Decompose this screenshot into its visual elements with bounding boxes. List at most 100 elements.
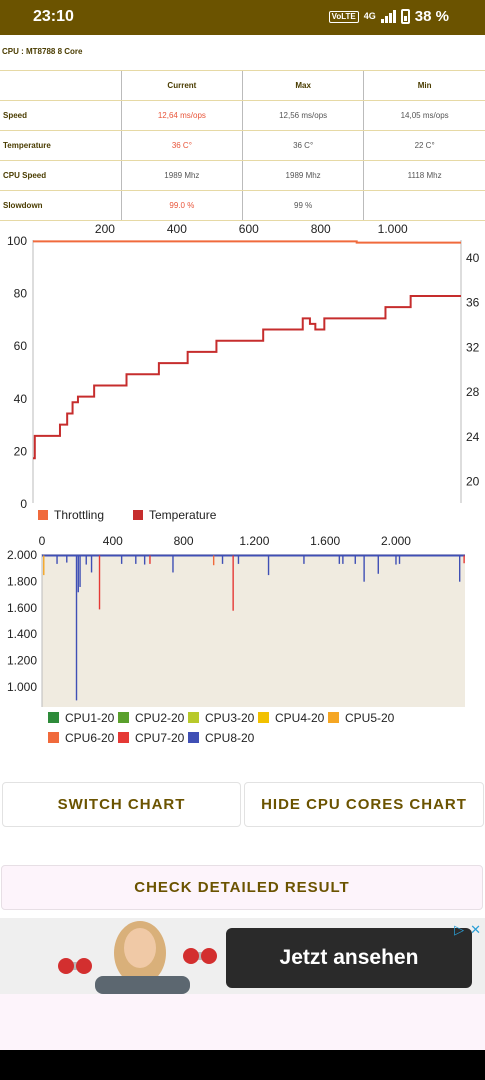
- signal-bars-icon: [380, 10, 396, 23]
- table-cell: 22 C°: [363, 130, 485, 161]
- legend-label: CPU5-20: [345, 711, 395, 725]
- y-tick-label: 1.800: [7, 574, 37, 588]
- switch-chart-button[interactable]: SWITCH CHART: [2, 782, 241, 827]
- table-cell: 14,05 ms/ops: [363, 100, 485, 131]
- x-tick-label: 200: [95, 222, 115, 236]
- status-bar: 23:10 VoLTE 4G 38 %: [0, 0, 485, 35]
- table-cell: 99.0 %: [120, 190, 243, 221]
- x-tick-label: 800: [174, 534, 194, 548]
- legend-swatch: [328, 712, 339, 723]
- throttling-temperature-chart: 200 400 600 800 1.000 0 20 40 60 80 100 20 24 28 32 36 4…: [7, 222, 480, 522]
- y-right-tick-label: 36: [466, 296, 480, 310]
- series-line-temperature: [33, 294, 461, 460]
- row-label: Temperature: [0, 130, 122, 161]
- table-header-row: Current Max Min: [0, 70, 485, 101]
- table-row: Slowdown 99.0 % 99 %: [0, 190, 485, 221]
- y-tick-label: 1.400: [7, 627, 37, 641]
- y-tick-label: 1.200: [7, 654, 37, 668]
- x-tick-label: 600: [239, 222, 259, 236]
- x-tick-label: 800: [311, 222, 331, 236]
- y-left-tick-label: 40: [14, 392, 28, 406]
- x-tick-label: 2.000: [381, 534, 411, 548]
- network-type: 4G: [363, 11, 376, 21]
- legend-label: CPU4-20: [275, 711, 325, 725]
- hide-cpu-cores-chart-button[interactable]: HIDE CPU CORES CHART: [244, 782, 484, 827]
- legend-swatch: [118, 712, 129, 723]
- table-cell: 12,56 ms/ops: [241, 100, 364, 131]
- table-cell: [363, 190, 485, 221]
- legend-swatch: [133, 510, 143, 520]
- x-tick-label: 0: [39, 534, 46, 548]
- legend-label: CPU2-20: [135, 711, 185, 725]
- ad-image: [0, 918, 226, 994]
- ad-badges: ▷ ✕: [454, 922, 481, 938]
- y-right-tick-label: 24: [466, 430, 480, 444]
- plot-area: [42, 554, 465, 707]
- table-cell: 1989 Mhz: [120, 160, 243, 191]
- y-right-tick-label: 28: [466, 385, 480, 399]
- y-right-tick-label: 40: [466, 251, 480, 265]
- table-cell: 36 C°: [241, 130, 364, 161]
- x-tick-label: 400: [167, 222, 187, 236]
- legend-label: CPU1-20: [65, 711, 115, 725]
- y-tick-label: 1.600: [7, 601, 37, 615]
- row-label: CPU Speed: [0, 160, 122, 191]
- navigation-bar: [0, 1050, 485, 1080]
- close-icon[interactable]: ✕: [470, 922, 481, 937]
- y-tick-label: 2.000: [7, 548, 37, 562]
- ad-banner[interactable]: Jetzt ansehen ▷ ✕: [0, 918, 485, 994]
- legend-swatch: [258, 712, 269, 723]
- stats-table: Current Max Min Speed 12,64 ms/ops 12,56…: [0, 70, 485, 221]
- legend-swatch: [48, 732, 59, 743]
- table-row: CPU Speed 1989 Mhz 1989 Mhz 1118 Mhz: [0, 160, 485, 191]
- table-header-cell: Current: [120, 70, 243, 101]
- table-cell: 1118 Mhz: [363, 160, 485, 191]
- table-cell: 12,64 ms/ops: [120, 100, 243, 131]
- legend-label: Throttling: [54, 508, 104, 522]
- y-left-tick-label: 100: [7, 234, 27, 248]
- table-header-cell: Min: [363, 70, 485, 101]
- bottom-area: [0, 994, 485, 1050]
- row-label: Speed: [0, 100, 122, 131]
- volte-badge: VoLTE: [328, 10, 359, 23]
- y-left-tick-label: 60: [14, 339, 28, 353]
- series-line-throttling: [33, 240, 461, 244]
- y-right-tick-label: 20: [466, 475, 480, 489]
- cpu-cores-chart: 0 400 800 1.200 1.600 2.000 2.000 1.800 1.600 1.4…: [7, 534, 465, 745]
- table-cell: 99 %: [241, 190, 364, 221]
- status-time: 23:10: [33, 8, 74, 25]
- legend-label: Temperature: [149, 508, 217, 522]
- y-left-tick-label: 20: [14, 444, 28, 458]
- x-tick-label: 1.600: [310, 534, 340, 548]
- table-header-cell: Max: [241, 70, 364, 101]
- legend-label: CPU6-20: [65, 731, 115, 745]
- row-label: Slowdown: [0, 190, 122, 221]
- check-detailed-result-button[interactable]: CHECK DETAILED RESULT: [1, 865, 483, 910]
- battery-icon: [400, 9, 410, 24]
- table-header-cell: [0, 70, 122, 101]
- table-cell: 36 C°: [120, 130, 243, 161]
- plot-area: [33, 240, 461, 503]
- ad-cta-button[interactable]: Jetzt ansehen: [226, 928, 472, 988]
- table-row: Temperature 36 C° 36 C° 22 C°: [0, 130, 485, 161]
- battery-percent: 38 %: [414, 8, 449, 25]
- legend-label: CPU3-20: [205, 711, 255, 725]
- y-left-tick-label: 80: [14, 287, 28, 301]
- x-tick-label: 400: [103, 534, 123, 548]
- x-tick-label: 1.200: [239, 534, 269, 548]
- y-left-tick-label: 0: [20, 497, 27, 511]
- legend-swatch: [188, 712, 199, 723]
- legend-label: CPU7-20: [135, 731, 185, 745]
- dumbbell-icon: [58, 948, 217, 974]
- cpu-label: CPU : MT8788 8 Core: [2, 47, 83, 56]
- legend-label: CPU8-20: [205, 731, 255, 745]
- y-tick-label: 1.000: [7, 680, 37, 694]
- status-icons: VoLTE 4G 38 %: [328, 8, 449, 25]
- adchoices-icon[interactable]: ▷: [454, 922, 465, 937]
- table-cell: 1989 Mhz: [241, 160, 364, 191]
- legend-swatch: [118, 732, 129, 743]
- y-right-tick-label: 32: [466, 340, 480, 354]
- table-row: Speed 12,64 ms/ops 12,56 ms/ops 14,05 ms…: [0, 100, 485, 131]
- legend-swatch: [188, 732, 199, 743]
- legend-swatch: [38, 510, 48, 520]
